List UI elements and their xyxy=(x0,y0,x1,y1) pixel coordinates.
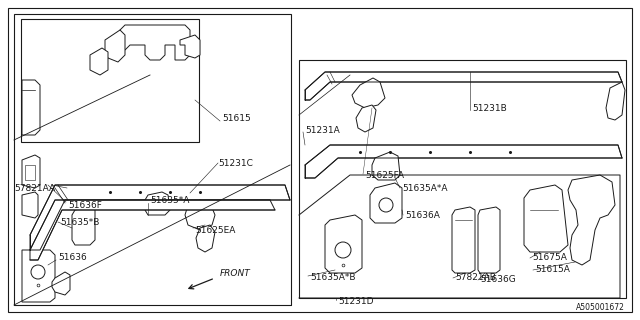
Polygon shape xyxy=(22,192,38,218)
Text: 51675A: 51675A xyxy=(532,253,567,262)
Polygon shape xyxy=(325,215,362,273)
Text: 51635*A: 51635*A xyxy=(150,196,189,204)
Text: 51231B: 51231B xyxy=(472,103,507,113)
Polygon shape xyxy=(606,82,625,120)
Text: 51635A*B: 51635A*B xyxy=(310,274,355,283)
Text: 51625FA: 51625FA xyxy=(365,171,404,180)
Text: 51231A: 51231A xyxy=(305,125,340,134)
Polygon shape xyxy=(305,145,622,178)
Text: 51615A: 51615A xyxy=(535,266,570,275)
Polygon shape xyxy=(372,152,400,180)
Polygon shape xyxy=(305,72,622,100)
Text: 51635*B: 51635*B xyxy=(60,218,99,227)
Text: 51231D: 51231D xyxy=(338,298,374,307)
Polygon shape xyxy=(105,30,125,62)
Text: 51625EA: 51625EA xyxy=(195,226,236,235)
Text: 57821AB: 57821AB xyxy=(455,274,496,283)
Text: 51636A: 51636A xyxy=(405,211,440,220)
Polygon shape xyxy=(452,207,475,273)
Polygon shape xyxy=(370,183,402,223)
Polygon shape xyxy=(30,200,275,260)
Polygon shape xyxy=(356,105,376,132)
Polygon shape xyxy=(524,185,568,252)
Polygon shape xyxy=(22,155,40,188)
Polygon shape xyxy=(180,35,200,58)
Polygon shape xyxy=(568,175,615,265)
Polygon shape xyxy=(22,250,55,302)
Text: FRONT: FRONT xyxy=(220,269,251,278)
Polygon shape xyxy=(352,78,385,108)
Polygon shape xyxy=(30,185,290,250)
Text: 51635A*A: 51635A*A xyxy=(402,183,447,193)
Polygon shape xyxy=(145,192,170,215)
Polygon shape xyxy=(196,225,215,252)
Polygon shape xyxy=(72,207,95,245)
Text: 51636: 51636 xyxy=(58,253,87,262)
Text: 57821AA: 57821AA xyxy=(14,183,55,193)
Text: 51636G: 51636G xyxy=(480,276,516,284)
Text: 51231C: 51231C xyxy=(218,158,253,167)
Polygon shape xyxy=(22,80,40,135)
Polygon shape xyxy=(185,200,215,230)
Text: 51636F: 51636F xyxy=(68,201,102,210)
Polygon shape xyxy=(120,25,190,60)
Polygon shape xyxy=(52,272,70,295)
Polygon shape xyxy=(478,207,500,273)
Text: A505001672: A505001672 xyxy=(576,303,625,312)
Text: 51615: 51615 xyxy=(222,114,251,123)
Polygon shape xyxy=(90,48,108,75)
